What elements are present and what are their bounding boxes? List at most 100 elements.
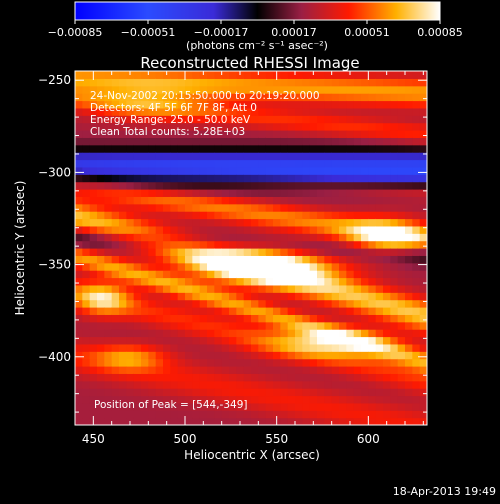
heatmap-cell	[258, 93, 267, 102]
heatmap-cell	[163, 343, 171, 352]
heatmap-cell	[207, 240, 215, 249]
heatmap-cell	[419, 329, 427, 338]
heatmap-cell	[119, 240, 127, 249]
heatmap-cell	[353, 211, 362, 220]
heatmap-cell	[185, 395, 193, 404]
heatmap-cell	[104, 225, 113, 234]
heatmap-cell	[104, 373, 113, 382]
heatmap-cell	[111, 181, 120, 190]
heatmap-cell	[192, 122, 201, 131]
heatmap-cell	[251, 137, 259, 146]
heatmap-cell	[258, 270, 267, 279]
heatmap-cell	[243, 181, 252, 190]
heatmap-cell	[89, 189, 98, 197]
heatmap-cell	[192, 85, 201, 94]
heatmap-cell	[346, 388, 355, 397]
heatmap-cell	[243, 137, 252, 146]
heatmap-cell	[302, 71, 311, 79]
heatmap-cell	[82, 329, 91, 338]
heatmap-cell	[361, 152, 369, 161]
heatmap-cell	[89, 255, 98, 264]
heatmap-cell	[397, 358, 406, 367]
heatmap-cell	[419, 144, 427, 153]
heatmap-cell	[287, 174, 296, 183]
heatmap-cell	[405, 137, 413, 146]
heatmap-cell	[258, 115, 267, 124]
heatmap-cell	[295, 78, 303, 87]
heatmap-cell	[295, 380, 303, 389]
heatmap-cell	[148, 181, 157, 190]
heatmap-cell	[383, 358, 391, 367]
heatmap-cell	[111, 373, 120, 382]
heatmap-cell	[317, 174, 325, 183]
heatmap-cell	[419, 277, 427, 286]
heatmap-cell	[214, 137, 223, 146]
heatmap-cell	[229, 410, 237, 419]
heatmap-cell	[390, 292, 399, 301]
heatmap-cell	[243, 225, 252, 234]
heatmap-cell	[324, 380, 333, 389]
heatmap-cell	[353, 262, 362, 271]
heatmap-cell	[104, 211, 113, 220]
heatmap-cell	[221, 366, 230, 374]
heatmap-cell	[243, 351, 252, 360]
heatmap-cell	[163, 196, 171, 205]
heatmap-cell	[258, 233, 267, 242]
heatmap-cell	[390, 255, 399, 264]
heatmap-cell	[177, 307, 186, 315]
heatmap-cell	[397, 388, 406, 397]
heatmap-cell	[229, 255, 237, 264]
heatmap-cell	[170, 71, 179, 79]
heatmap-cell	[177, 107, 186, 116]
heatmap-cell	[104, 144, 113, 153]
heatmap-cell	[419, 107, 427, 116]
heatmap-cell	[346, 115, 355, 124]
heatmap-cell	[302, 233, 311, 242]
heatmap-cell	[251, 417, 259, 425]
heatmap-cell	[375, 174, 384, 183]
heatmap-cell	[185, 189, 193, 197]
heatmap-cell	[170, 240, 179, 249]
heatmap-cell	[207, 292, 215, 301]
heatmap-cell	[397, 196, 406, 205]
heatmap-cell	[104, 292, 113, 301]
heatmap-cell	[89, 292, 98, 301]
heatmap-cell	[89, 93, 98, 102]
heatmap-cell	[236, 402, 245, 411]
heatmap-cell	[199, 351, 208, 360]
heatmap-cell	[229, 144, 237, 153]
heatmap-cell	[229, 78, 237, 87]
heatmap-cell	[214, 240, 223, 249]
heatmap-cell	[375, 410, 384, 419]
heatmap-cell	[155, 292, 164, 301]
heatmap-cell	[368, 277, 377, 286]
heatmap-cell	[419, 380, 427, 389]
heatmap-cell	[375, 93, 384, 102]
heatmap-cell	[397, 380, 406, 389]
heatmap-cell	[302, 343, 311, 352]
x-tick-label: 600	[357, 432, 380, 446]
heatmap-cell	[324, 402, 333, 411]
heatmap-cell	[375, 159, 384, 168]
heatmap-cell	[221, 343, 230, 352]
heatmap-cell	[251, 203, 259, 212]
heatmap-cell	[104, 284, 113, 293]
heatmap-cell	[155, 321, 164, 330]
heatmap-cell	[199, 189, 208, 197]
heatmap-cell	[177, 255, 186, 264]
heatmap-cell	[273, 100, 281, 109]
heatmap-cell	[126, 402, 135, 411]
heatmap-cell	[229, 107, 237, 116]
heatmap-cell	[258, 166, 267, 175]
heatmap-cell	[317, 130, 325, 138]
heatmap-cell	[214, 417, 223, 425]
heatmap-cell	[280, 358, 289, 367]
heatmap-cell	[236, 314, 245, 323]
heatmap-cell	[353, 107, 362, 116]
heatmap-cell	[133, 321, 142, 330]
heatmap-cell	[383, 181, 391, 190]
colorbar-ticks: −0.00085 −0.00051 −0.00017 0.00017 0.00051 0.…	[48, 20, 463, 39]
heatmap-cell	[419, 373, 427, 382]
heatmap-cell	[368, 196, 377, 205]
